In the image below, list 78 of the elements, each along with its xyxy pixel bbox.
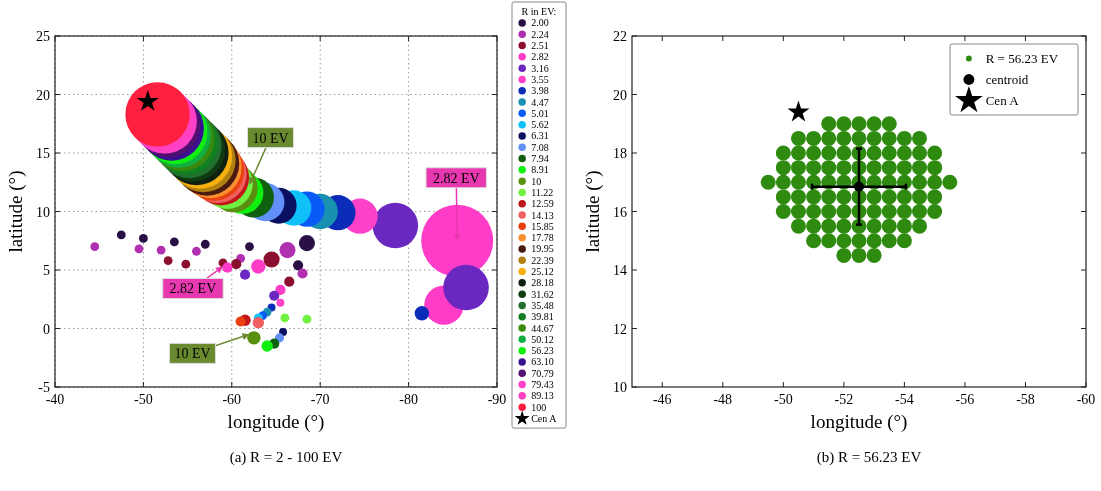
legend-label: 11.22 <box>531 186 554 198</box>
annotation: 10 EV <box>174 346 211 362</box>
legend-label: 2.51 <box>531 40 549 52</box>
x-tick-label: -40 <box>45 392 65 407</box>
x-tick-label: -60 <box>1076 392 1096 407</box>
legend-label: 5.01 <box>531 107 549 119</box>
legend-label: 3.55 <box>531 73 549 85</box>
legend-label: 7.08 <box>531 141 549 153</box>
legend-label: 8.91 <box>531 164 549 176</box>
y-tick-label: 12 <box>613 321 627 337</box>
x-tick-label: -90 <box>487 392 507 407</box>
legend-label: 39.81 <box>531 311 554 323</box>
y-tick-label: 0 <box>43 321 50 337</box>
annotation: 2.82 EV <box>432 170 480 186</box>
text: (b) R = 56.23 EV <box>816 449 922 466</box>
y-axis-title: latitude (°) <box>582 170 604 253</box>
y-tick-label: 25 <box>36 29 50 44</box>
legend-title: R in EV: <box>521 6 557 18</box>
legend-label: 17.78 <box>531 232 554 244</box>
legend-label: 70.79 <box>531 367 554 379</box>
annotation: 2.82 EV <box>169 281 217 297</box>
legend-label: R = 56.23 EV <box>985 51 1059 67</box>
legend-label: Cen A <box>531 412 558 424</box>
text: (a) R = 2 - 100 EV <box>229 449 343 466</box>
legend-label: 6.31 <box>531 130 549 142</box>
y-tick-label: 10 <box>613 380 627 395</box>
x-tick-label: -60 <box>222 392 242 407</box>
legend-label: 50.12 <box>531 333 554 345</box>
x-tick-label: -50 <box>134 392 153 407</box>
x-tick-label: -54 <box>895 392 914 407</box>
legend-label: 12.59 <box>531 198 554 210</box>
x-tick-label: -80 <box>399 392 418 407</box>
legend-label: 100 <box>531 401 547 413</box>
x-axis-title: longitude (°) <box>227 411 325 433</box>
legend-label: 2.00 <box>531 17 549 29</box>
y-tick-label: -5 <box>38 380 50 395</box>
y-tick-label: 22 <box>613 29 627 44</box>
legend-label: 19.95 <box>531 243 554 255</box>
legend-label: 2.24 <box>531 28 549 40</box>
legend-label: Cen A <box>985 93 1020 109</box>
legend-label: 15.85 <box>531 220 554 232</box>
y-tick-label: 20 <box>36 87 50 103</box>
y-tick-label: 20 <box>613 87 627 103</box>
y-tick-label: 18 <box>613 146 627 161</box>
legend-label: 44.67 <box>531 322 554 334</box>
legend-label: 22.39 <box>531 254 554 266</box>
y-tick-label: 16 <box>613 204 627 220</box>
x-tick-label: -70 <box>310 392 330 407</box>
legend-label: 63.10 <box>531 356 554 368</box>
x-axis-title: longitude (°) <box>810 411 908 433</box>
legend-label: 4.47 <box>531 96 549 108</box>
x-tick-label: -56 <box>955 392 975 407</box>
legend-label: 35.48 <box>531 299 554 311</box>
legend-label: 25.12 <box>531 266 554 278</box>
y-tick-label: 15 <box>36 146 50 161</box>
legend-label: 79.43 <box>531 379 554 391</box>
legend-label: 10 <box>531 175 542 187</box>
y-tick-label: 14 <box>613 263 627 278</box>
legend-label: 5.62 <box>531 119 549 131</box>
y-tick-label: 10 <box>36 204 50 220</box>
legend-label: 31.62 <box>531 288 554 300</box>
legend-label: 3.98 <box>531 85 549 97</box>
legend-label: 89.13 <box>531 390 554 402</box>
legend-label: 7.94 <box>531 153 549 165</box>
x-tick-label: -48 <box>713 392 733 407</box>
x-tick-label: -46 <box>652 392 672 407</box>
y-axis-title: latitude (°) <box>5 170 27 253</box>
annotation: 10 EV <box>252 130 289 146</box>
legend-label: 56.23 <box>531 345 554 357</box>
legend-label: 3.16 <box>531 62 549 74</box>
x-tick-label: -50 <box>774 392 793 407</box>
legend-label: 14.13 <box>531 209 554 221</box>
legend-label: 28.18 <box>531 277 554 289</box>
legend-label: centroid <box>985 72 1029 88</box>
x-tick-label: -58 <box>1016 392 1035 407</box>
y-tick-label: 5 <box>43 263 50 278</box>
legend-label: 2.82 <box>531 51 549 63</box>
x-tick-label: -52 <box>834 392 854 407</box>
